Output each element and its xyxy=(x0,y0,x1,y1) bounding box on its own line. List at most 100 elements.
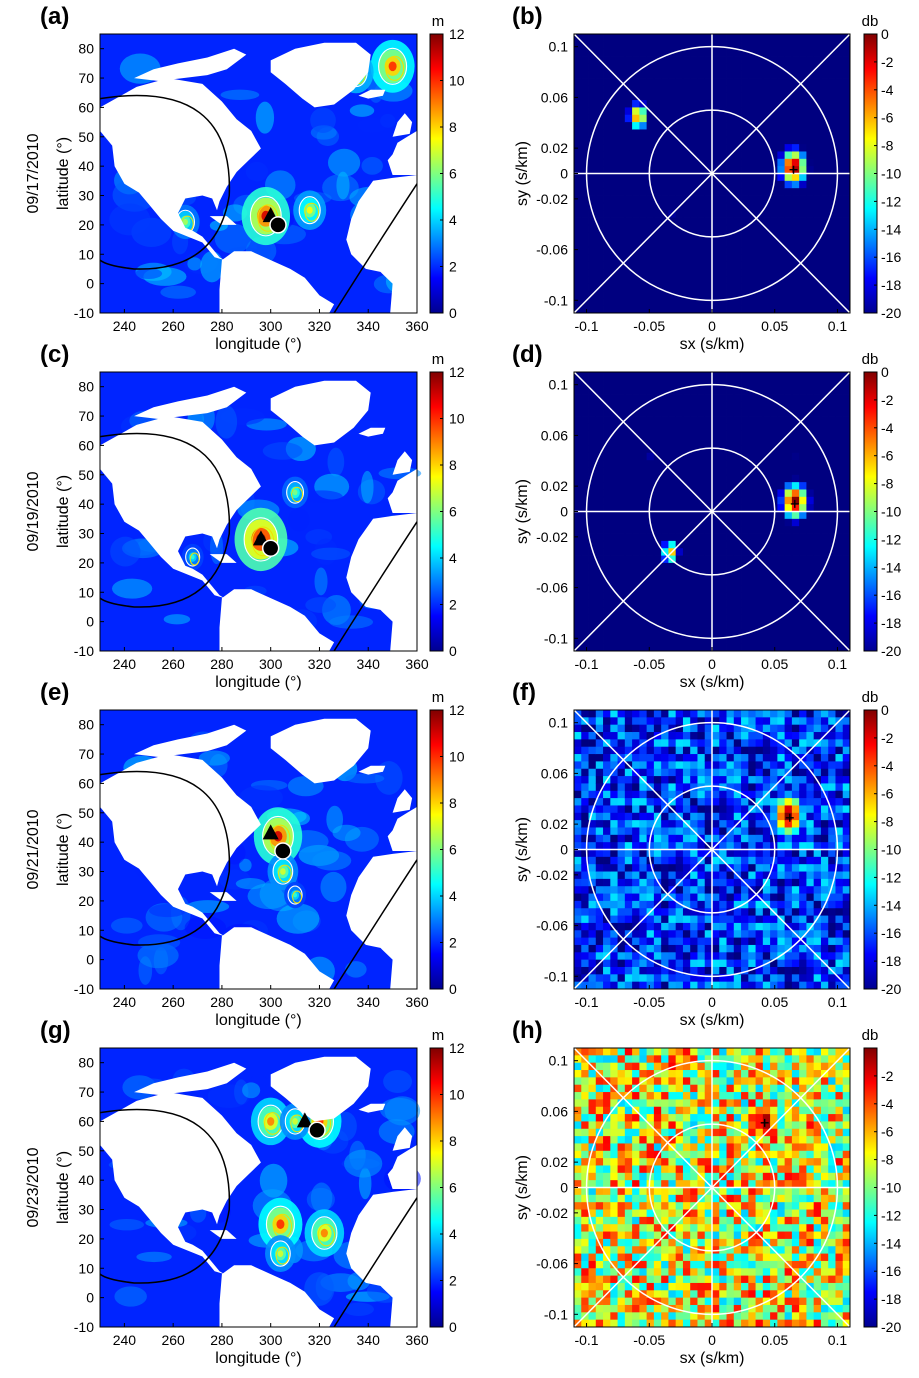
spectrum-cell xyxy=(726,48,735,57)
spectrum-cell xyxy=(820,710,829,718)
spectrum-cell xyxy=(777,70,786,79)
spectrum-cell xyxy=(690,217,698,226)
spectrum-cell xyxy=(617,41,626,50)
spectrum-cell xyxy=(639,394,648,402)
spectrum-cell xyxy=(639,202,648,211)
spectrum-cell xyxy=(770,254,778,262)
spectrum-cell xyxy=(661,283,669,292)
spectrum-cell xyxy=(820,878,829,887)
spectrum-cell xyxy=(617,460,626,468)
spectrum-cell xyxy=(762,482,771,490)
spectrum-cell xyxy=(806,937,815,946)
spectrum-cell xyxy=(799,732,807,740)
wave-texture-patch xyxy=(314,567,328,596)
spectrum-cell xyxy=(806,180,815,189)
spectrum-cell xyxy=(777,555,786,564)
spectrum-cell xyxy=(726,790,735,799)
spectrum-cell xyxy=(748,254,756,262)
spectrum-cell xyxy=(799,856,807,865)
spectrum-cell xyxy=(820,886,829,894)
spectrum-cell xyxy=(712,533,720,542)
spectrum-cell xyxy=(595,188,604,196)
map-ytick-label: 50 xyxy=(78,129,94,145)
spectrum-cell xyxy=(784,599,793,608)
spectrum-cell xyxy=(610,372,618,380)
spectrum-cell xyxy=(733,438,742,446)
spectrum-cell xyxy=(588,944,597,953)
spectrum-cell xyxy=(595,570,604,578)
row-date-label: 09/19/2010 xyxy=(25,471,42,551)
spectrum-cell xyxy=(581,944,589,953)
spectrum-cell xyxy=(704,533,713,542)
spectrum-cell xyxy=(820,768,829,777)
spectrum-cell xyxy=(842,180,851,189)
spectrum-cell xyxy=(581,56,589,64)
spectrum-cell xyxy=(748,592,756,600)
spectrum-cell xyxy=(704,540,713,549)
spectrum-cell xyxy=(712,144,720,152)
spectrum-cell xyxy=(603,144,611,152)
map-ytick-label: 0 xyxy=(86,952,94,968)
spectrum-cell xyxy=(726,761,735,770)
spectrum-cell xyxy=(777,944,786,953)
spectrum-cell xyxy=(595,930,604,938)
spectrum-cell xyxy=(610,423,618,432)
spectrum-cell xyxy=(581,606,589,615)
spectrum-cell xyxy=(748,878,756,887)
spectrum-cell xyxy=(820,628,829,637)
spectrum-cell xyxy=(675,768,684,777)
spectrum-cell xyxy=(726,386,735,395)
spectrum-cell xyxy=(617,849,626,858)
spectrum-cell xyxy=(617,944,626,953)
spectrum-cell xyxy=(806,878,815,887)
spectrum-cell xyxy=(712,48,720,57)
spectrum-colorbar-tick-label: -20 xyxy=(881,305,901,321)
spectrum-cell xyxy=(726,210,735,218)
spectrum-cell xyxy=(748,518,756,527)
spectrum-cell xyxy=(712,518,720,527)
spectrum-cell xyxy=(835,871,844,880)
spectrum-cell xyxy=(581,114,589,123)
spectrum-cell xyxy=(690,136,698,145)
spectrum-cell xyxy=(784,540,793,549)
spectrum-cell xyxy=(726,423,735,432)
spectrum-cell xyxy=(777,394,786,402)
spectrum-cell xyxy=(813,724,822,733)
spectrum-cell xyxy=(799,562,807,571)
spectrum-cell xyxy=(842,489,851,498)
wave-texture-patch xyxy=(239,858,252,872)
spectrum-cell xyxy=(828,445,836,454)
spectrum-cell xyxy=(646,864,655,872)
spectrum-cell xyxy=(595,474,604,483)
map-colorbar-tick-label: 8 xyxy=(449,119,457,135)
spectrum-cell xyxy=(791,614,800,623)
spectrum-cell xyxy=(770,70,778,79)
spectrum-cell xyxy=(632,474,640,483)
spectrum-cell xyxy=(675,842,684,850)
spectrum-cell xyxy=(661,100,669,108)
spectrum-cell xyxy=(813,930,822,938)
spectrum-cell xyxy=(581,496,589,505)
spectrum-cell xyxy=(624,900,633,909)
spectrum-cell xyxy=(653,606,662,615)
spectrum-cell xyxy=(719,136,727,145)
spectrum-cell xyxy=(726,438,735,446)
spectrum-cell xyxy=(828,452,836,461)
spectrum-cell xyxy=(595,430,604,439)
spectrum-cell xyxy=(748,827,756,836)
wave-texture-patch xyxy=(349,104,375,117)
spectrum-cell xyxy=(777,283,786,292)
wave-height-map xyxy=(99,709,418,990)
spectrum-cell xyxy=(726,92,735,101)
spectrum-cell xyxy=(704,959,713,968)
spectrum-cell xyxy=(617,114,626,123)
spectrum-cell xyxy=(617,394,626,402)
spectrum-cell xyxy=(646,776,655,784)
radial-line xyxy=(573,33,851,314)
spectrum-cell xyxy=(588,643,597,652)
spectrum-cell xyxy=(610,63,618,72)
spectrum-cell xyxy=(828,922,836,931)
spectrum-cell xyxy=(653,48,662,57)
spectrum-cell xyxy=(653,710,662,718)
spectrum-cell xyxy=(741,959,749,968)
